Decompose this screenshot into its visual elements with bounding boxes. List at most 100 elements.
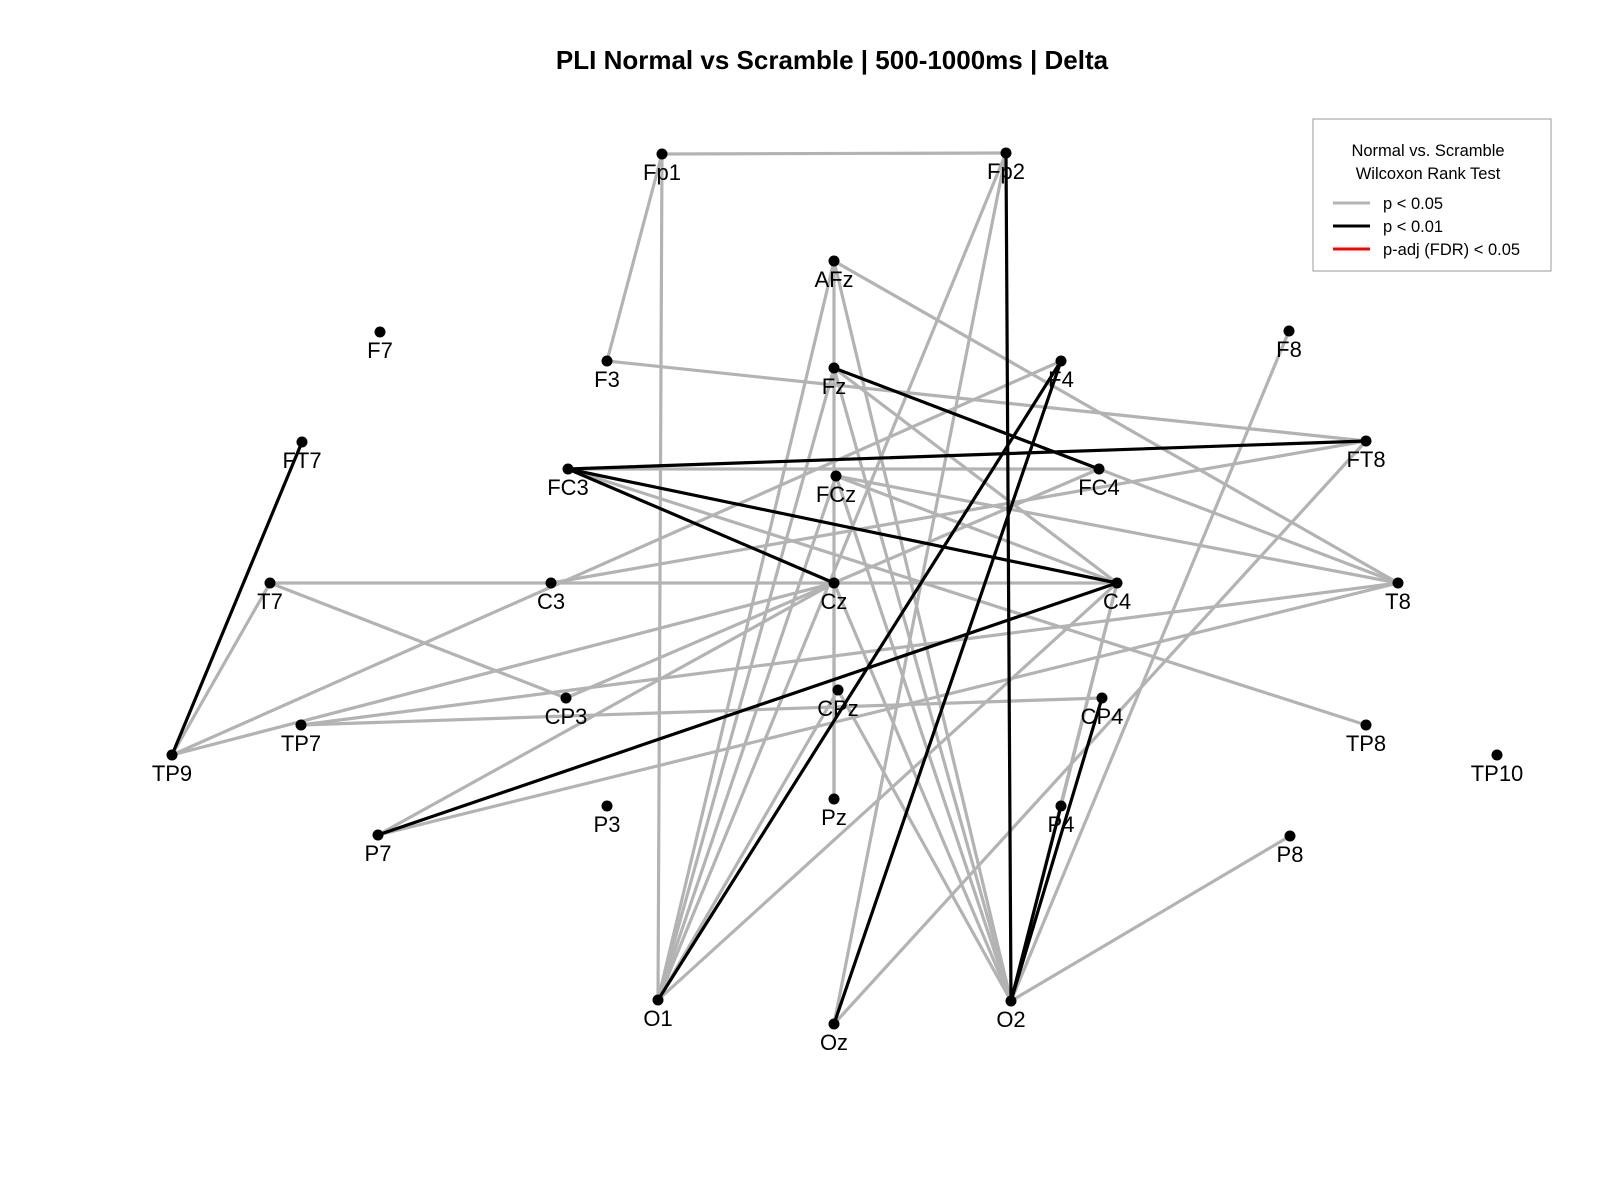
edge-FCz-O2 — [834, 474, 1013, 1003]
edge-FC3-FT8 — [566, 439, 1368, 471]
edge-Fp2-O2 — [1004, 151, 1013, 1003]
electrode-label-Fp1: Fp1 — [643, 160, 681, 185]
electrode-label-Fz: Fz — [822, 374, 846, 399]
edge-Cz-TP9 — [170, 581, 836, 757]
electrode-FC3 — [562, 463, 574, 475]
electrode-label-O2: O2 — [996, 1007, 1025, 1032]
electrode-label-TP8: TP8 — [1346, 731, 1386, 756]
electrode-FC4 — [1093, 463, 1105, 475]
edge-F3-FT8 — [605, 359, 1368, 443]
electrode-label-Fp2: Fp2 — [987, 159, 1025, 184]
edge-Fz-C4 — [832, 366, 1119, 585]
electrode-Pz — [828, 793, 840, 805]
electrode-TP9 — [166, 749, 178, 761]
electrode-label-P4: P4 — [1048, 812, 1075, 837]
electrode-CP3 — [560, 692, 572, 704]
electrode-label-Oz: Oz — [820, 1030, 848, 1055]
electrode-CPz — [832, 684, 844, 696]
electrode-label-F8: F8 — [1276, 337, 1302, 362]
legend-title-line-1: Normal vs. Scramble — [1351, 142, 1504, 160]
edge-layer — [170, 151, 1400, 1026]
electrode-FCz — [830, 470, 842, 482]
electrode-O1 — [652, 994, 664, 1006]
electrode-label-FC4: FC4 — [1078, 475, 1120, 500]
legend-label-p01: p < 0.01 — [1383, 218, 1443, 236]
electrode-P3 — [601, 800, 613, 812]
electrode-AFz — [828, 255, 840, 267]
electrode-Fp2 — [1000, 147, 1012, 159]
electrode-P4 — [1055, 800, 1067, 812]
electrode-label-P7: P7 — [365, 841, 392, 866]
electrode-O2 — [1005, 995, 1017, 1007]
edge-Fp1-O1 — [656, 152, 664, 1002]
electrode-label-FCz: FCz — [816, 482, 856, 507]
edge-C4-O1 — [656, 581, 1119, 1002]
electrode-P7 — [372, 829, 384, 841]
electrode-Oz — [828, 1018, 840, 1030]
electrode-Fp1 — [656, 148, 668, 160]
edge-FC3-C4 — [566, 467, 1119, 585]
edge-Fp1-F3 — [605, 152, 664, 363]
electrode-label-P8: P8 — [1277, 842, 1304, 867]
edge-FCz-O1 — [656, 474, 838, 1002]
electrode-P8 — [1284, 830, 1296, 842]
electrode-TP10 — [1491, 749, 1503, 761]
electrode-label-layer: Fp1 Fp2 AFz F7 F3 Fz F4 F8 FT7 FC3 FCz FC4 FT8 T7 C3 Cz… — [152, 159, 1523, 1055]
legend-entries: p < 0.05 p < 0.01 p-adj (FDR) < 0.05 — [1333, 195, 1520, 259]
electrode-label-F7: F7 — [367, 338, 393, 363]
electrode-T7 — [264, 577, 276, 589]
electrode-TP8 — [1360, 719, 1372, 731]
edge-Fp2-O1 — [656, 151, 1008, 1002]
edge-Cz-P7 — [376, 581, 836, 837]
legend: Normal vs. Scramble Wilcoxon Rank Test p… — [1312, 118, 1552, 272]
electrode-F3 — [601, 355, 613, 367]
edge-FT8-Oz — [832, 439, 1368, 1026]
edge-P4-O2 — [1009, 804, 1063, 1003]
electrode-label-Pz: Pz — [821, 805, 847, 830]
electrode-label-C4: C4 — [1103, 589, 1131, 614]
electrode-FT8 — [1360, 435, 1372, 447]
edge-CPz-O1 — [656, 688, 840, 1002]
edge-T8-P7 — [376, 581, 1400, 837]
legend-label-p05: p < 0.05 — [1383, 195, 1443, 213]
edge-FC3-TP8 — [566, 467, 1368, 727]
electrode-label-FT7: FT7 — [282, 448, 321, 473]
edge-CPz-O2 — [836, 688, 1013, 1003]
electrode-label-CP4: CP4 — [1081, 704, 1124, 729]
edge-C4-P7 — [376, 581, 1119, 837]
electrode-FT7 — [296, 436, 308, 448]
electrode-Cz — [828, 577, 840, 589]
edge-AFz-O2 — [832, 259, 1013, 1003]
electrode-C3 — [545, 577, 557, 589]
legend-label-fdr: p-adj (FDR) < 0.05 — [1383, 241, 1520, 259]
edge-Fp2-Oz — [832, 151, 1008, 1026]
electrode-label-F3: F3 — [594, 367, 620, 392]
edge-Fz-O1 — [656, 366, 836, 1002]
electrode-label-TP7: TP7 — [281, 731, 321, 756]
edge-F4-Oz — [832, 359, 1063, 1026]
electrode-label-CP3: CP3 — [545, 704, 588, 729]
edge-CP4-O2 — [1009, 696, 1104, 1003]
edge-FC3-Cz — [566, 467, 836, 585]
electrode-F4 — [1055, 355, 1067, 367]
edge-AFz-T8 — [832, 259, 1400, 585]
edge-Fp1-Fp2 — [660, 151, 1008, 156]
electrode-T8 — [1392, 577, 1404, 589]
electrode-label-TP10: TP10 — [1471, 761, 1524, 786]
edge-P4-C4 — [1059, 581, 1119, 808]
edge-F4-O1 — [656, 359, 1063, 1002]
edge-F8-O2 — [1009, 329, 1291, 1003]
electrode-label-T7: T7 — [257, 589, 283, 614]
electrode-layer — [166, 147, 1503, 1030]
edge-Fz-O2 — [832, 366, 1013, 1003]
electrode-label-F4: F4 — [1048, 367, 1074, 392]
electrode-F7 — [374, 326, 386, 338]
electrode-Fz — [828, 362, 840, 374]
electrode-CP4 — [1096, 692, 1108, 704]
edge-FC4-T8 — [1097, 467, 1400, 585]
edge-FCz-C4 — [834, 474, 1119, 585]
electrode-label-C3: C3 — [537, 589, 565, 614]
electrode-F8 — [1283, 325, 1295, 337]
electrode-label-TP9: TP9 — [152, 761, 192, 786]
edge-FT7-TP9 — [170, 440, 304, 757]
